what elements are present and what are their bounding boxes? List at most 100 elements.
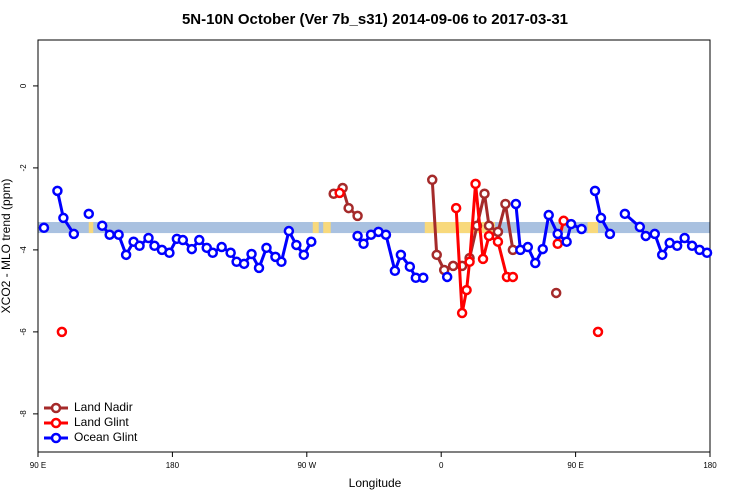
data-point (592, 326, 604, 338)
data-point (461, 284, 472, 296)
band-highlight (323, 222, 331, 234)
data-point (464, 256, 475, 268)
data-point (634, 221, 646, 233)
data-point (380, 229, 392, 240)
data-point (552, 228, 563, 240)
data-point (447, 260, 459, 272)
data-point (565, 218, 577, 230)
data-point (395, 249, 407, 261)
data-point (479, 188, 490, 199)
data-point (619, 208, 631, 220)
data-point (291, 239, 302, 251)
y-tick-label: -4 (19, 246, 28, 254)
legend-label: Ocean Glint (74, 430, 138, 444)
data-point (483, 230, 495, 242)
data-point (530, 257, 541, 269)
data-point (149, 240, 160, 252)
data-point (96, 220, 108, 231)
data-point (164, 247, 175, 259)
band-highlight (88, 222, 94, 234)
data-point (686, 240, 698, 252)
data-point (450, 202, 462, 214)
data-point (470, 178, 481, 190)
x-tick-label: 0 (439, 461, 444, 470)
y-tick-label: -8 (19, 410, 28, 418)
data-point (389, 265, 401, 277)
data-point (358, 238, 369, 249)
data-point (492, 236, 504, 247)
data-point (510, 198, 522, 210)
data-point (656, 249, 668, 261)
data-point (595, 212, 607, 224)
data-point (404, 261, 416, 272)
y-tick-label: -6 (19, 328, 28, 336)
data-point (441, 271, 453, 283)
data-point (649, 228, 660, 240)
data-point (52, 185, 63, 197)
data-point (134, 240, 145, 252)
data-point (58, 212, 69, 224)
data-point (352, 210, 363, 222)
y-tick-label: -2 (19, 164, 28, 172)
data-point (701, 247, 713, 259)
data-point (679, 232, 690, 244)
data-point (456, 307, 468, 319)
data-point (426, 174, 438, 186)
data-point (589, 185, 601, 197)
data-point (225, 247, 236, 259)
data-point (576, 223, 587, 235)
data-point (253, 262, 265, 274)
data-point (537, 243, 548, 255)
data-point (177, 234, 189, 246)
data-point (276, 256, 287, 268)
data-point (552, 238, 563, 249)
data-point (120, 249, 132, 261)
data-point (246, 248, 257, 260)
series-line (356, 230, 424, 280)
data-point (216, 241, 227, 253)
data-point (334, 187, 345, 199)
data-point (283, 225, 295, 237)
legend-marker (50, 432, 62, 444)
data-point (306, 236, 317, 247)
data-point (38, 222, 50, 234)
data-point (640, 230, 652, 242)
data-point (343, 202, 354, 214)
legend-label: Land Nadir (74, 400, 133, 414)
chart-title: 5N-10N October (Ver 7b_s31) 2014-09-06 t… (182, 11, 568, 28)
data-point (418, 272, 429, 284)
series-line (454, 183, 513, 314)
data-point (194, 234, 205, 246)
data-point (83, 208, 95, 220)
data-point (56, 326, 68, 338)
y-axis-label: XCO2 - MLO trend (ppm) (0, 179, 13, 314)
data-point (113, 229, 124, 240)
data-point (483, 220, 495, 231)
data-point (68, 228, 80, 240)
data-point (431, 249, 442, 261)
x-tick-label: 90 E (30, 461, 46, 470)
legend-marker (50, 402, 62, 414)
data-point (492, 226, 504, 238)
data-point (500, 198, 511, 210)
data-point (561, 236, 572, 247)
reference-band (38, 222, 710, 234)
data-point (104, 229, 115, 240)
data-point (507, 271, 519, 283)
x-axis-label: Longitude (349, 476, 402, 490)
data-point (671, 240, 683, 252)
data-point (186, 243, 198, 255)
band-highlight (424, 222, 495, 234)
x-tick-label: 90 W (297, 461, 316, 470)
data-point (477, 253, 489, 265)
data-point (207, 247, 218, 259)
data-point (352, 230, 363, 242)
band-highlight (587, 222, 598, 234)
legend-label: Land Glint (74, 415, 129, 429)
data-point (543, 209, 554, 221)
y-tick-label: 0 (19, 83, 28, 88)
x-tick-label: 180 (166, 461, 180, 470)
plot-frame (37, 39, 711, 453)
data-point (238, 258, 250, 270)
